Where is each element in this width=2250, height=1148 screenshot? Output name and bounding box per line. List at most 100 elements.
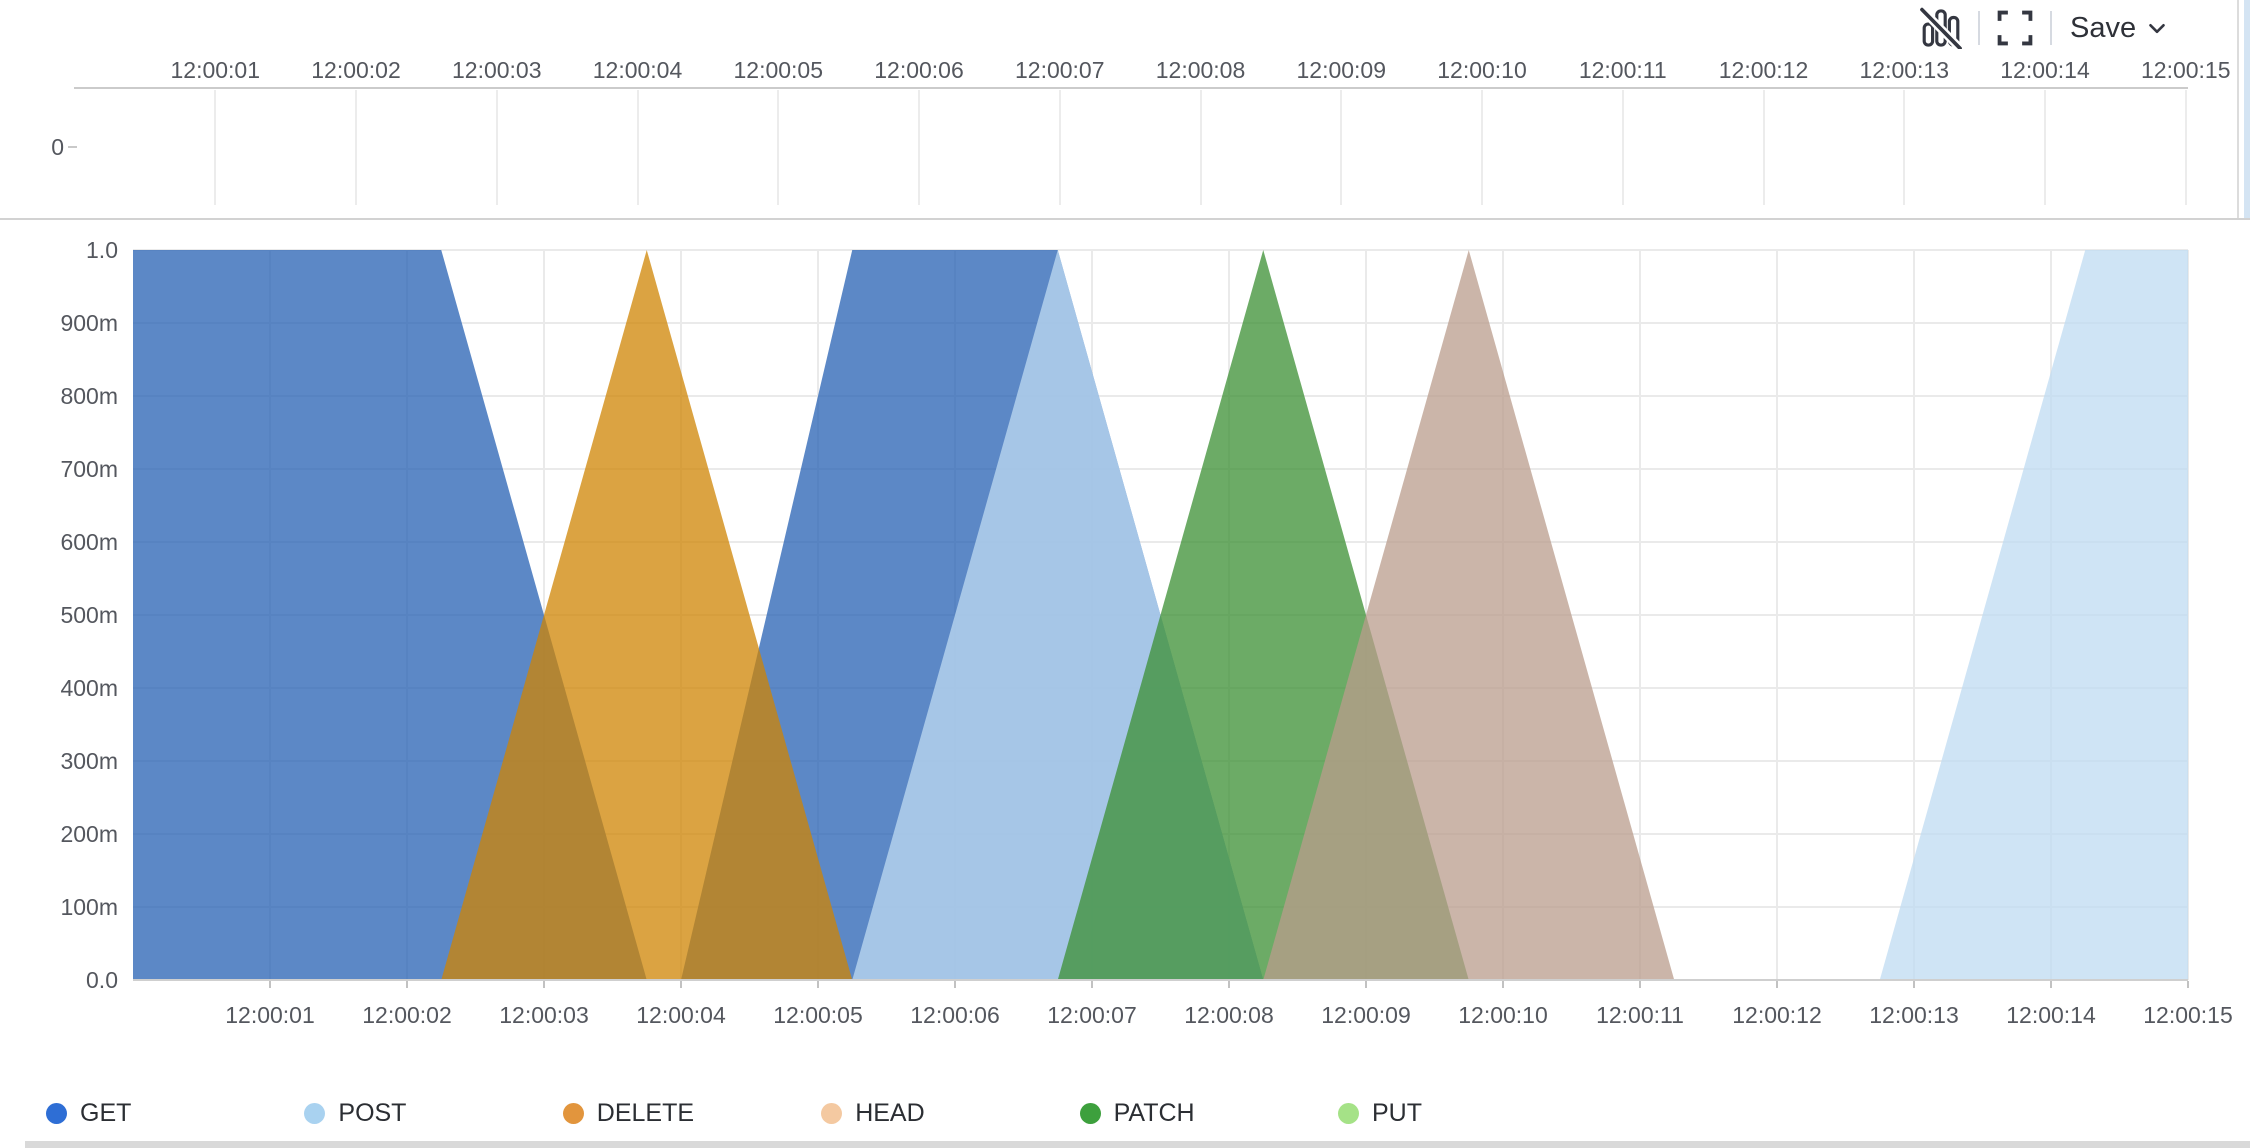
- mini-x-tick-label: 12:00:11: [1578, 57, 1667, 83]
- legend-swatch-icon: [46, 1102, 67, 1124]
- h-gridline: [133, 395, 2188, 397]
- mini-x-tick-label: 12:00:15: [2140, 57, 2231, 83]
- y-tick-label: 100m: [60, 894, 118, 920]
- x-tick-label: 12:00:12: [1732, 1002, 1822, 1028]
- v-gridline: [1913, 250, 1915, 980]
- mini-gridline: [2184, 90, 2187, 205]
- mini-x-tick-label: 12:00:03: [451, 57, 542, 83]
- h-gridline: [133, 541, 2188, 543]
- area-series-POST: [1879, 250, 2188, 980]
- mini-chart-panel: 12:00:01 12:00:02 12:00:03 12:00:04 12:00:05…: [0, 0, 2250, 219]
- v-gridline: [1776, 250, 1778, 980]
- x-tick-label: 12:00:09: [1321, 1002, 1411, 1028]
- chevron-down-icon: [2144, 15, 2170, 41]
- fullscreen-button[interactable]: [1994, 7, 2036, 49]
- panel-border: [2237, 0, 2239, 219]
- h-gridline: [133, 249, 2188, 251]
- x-tick-label: 12:00:08: [1184, 1002, 1274, 1028]
- horizontal-scrollbar[interactable]: [25, 1141, 2250, 1148]
- mini-gridline: [918, 90, 920, 205]
- y-tick-label: 900m: [60, 310, 118, 336]
- legend-item-label: PUT: [1372, 1098, 1422, 1127]
- x-tick-mark: [2050, 981, 2052, 988]
- x-tick-mark: [543, 981, 545, 988]
- mini-x-tick-label: 12:00:05: [733, 57, 824, 83]
- legend-item-HEAD[interactable]: HEAD: [821, 1098, 925, 1128]
- x-tick-mark: [1776, 981, 1778, 988]
- legend-swatch-icon: [1338, 1102, 1359, 1124]
- toolbar-separator: [1978, 11, 1980, 45]
- legend-item-POST[interactable]: POST: [304, 1098, 406, 1128]
- y-tick-label: 800m: [60, 383, 118, 409]
- x-tick-label: 12:00:03: [499, 1002, 589, 1028]
- mini-gridline: [2044, 90, 2046, 205]
- x-tick-label: 12:00:10: [1458, 1002, 1548, 1028]
- legend-item-GET[interactable]: GET: [46, 1098, 131, 1128]
- mini-gridline: [1058, 90, 1061, 205]
- legend-item-label: HEAD: [855, 1098, 925, 1127]
- legend-item-PATCH[interactable]: PATCH: [1079, 1098, 1195, 1128]
- x-tick-mark: [1228, 981, 1230, 988]
- x-tick-label: 12:00:04: [636, 1002, 726, 1028]
- x-tick-label: 12:00:05: [773, 1002, 863, 1028]
- x-tick-mark: [2187, 981, 2189, 988]
- mini-gridline: [777, 90, 780, 205]
- x-tick-mark: [817, 981, 819, 988]
- mini-gridline: [1340, 90, 1343, 205]
- save-button[interactable]: Save: [2066, 10, 2174, 47]
- toolbar: Save: [1918, 6, 2174, 50]
- mini-x-tick-label: 12:00:08: [1155, 57, 1246, 83]
- x-tick-label: 12:00:07: [1047, 1002, 1137, 1028]
- legend-swatch-icon: [304, 1102, 326, 1124]
- mini-y-tick-label: 0: [51, 134, 64, 160]
- mini-x-tick-label: 12:00:12: [1718, 57, 1809, 83]
- legend-item-label: DELETE: [596, 1098, 695, 1127]
- panel-divider: [0, 218, 2250, 220]
- mini-x-tick-label: 12:00:14: [2000, 57, 2090, 83]
- x-tick-label: 12:00:06: [910, 1002, 1000, 1028]
- mini-x-tick-label: 12:00:02: [311, 57, 401, 83]
- y-tick-label: 200m: [60, 821, 118, 847]
- mini-x-tick-label: 12:00:04: [592, 57, 683, 83]
- x-tick-mark: [1365, 981, 1367, 988]
- mini-y-tick-mark: [68, 146, 77, 148]
- legend-item-PUT[interactable]: PUT: [1338, 1098, 1422, 1128]
- legend-item-label: POST: [338, 1098, 407, 1127]
- y-tick-label: 300m: [60, 748, 118, 774]
- x-axis-line: [133, 979, 2188, 981]
- area-series-HEAD: [1263, 250, 1675, 980]
- x-tick-mark: [1913, 981, 1915, 988]
- mini-gridline: [1762, 90, 1765, 205]
- mini-gridline: [214, 90, 217, 205]
- y-tick-label: 700m: [60, 456, 118, 482]
- x-tick-label: 12:00:11: [1596, 1002, 1684, 1028]
- mini-x-tick-label: 12:00:07: [1014, 57, 1105, 83]
- y-tick-label: 600m: [60, 529, 118, 555]
- x-tick-mark: [680, 981, 682, 988]
- legend-swatch-icon: [562, 1102, 584, 1124]
- x-tick-label: 12:00:14: [2006, 1002, 2096, 1028]
- mini-x-tick-label: 12:00:09: [1296, 57, 1387, 83]
- y-tick-label: 400m: [60, 675, 118, 701]
- y-tick-label: 0.0: [86, 967, 118, 993]
- v-gridline: [1639, 250, 1641, 980]
- legend-swatch-icon: [1079, 1102, 1101, 1124]
- x-tick-mark: [1502, 981, 1504, 988]
- toolbar-separator: [2050, 11, 2052, 45]
- h-gridline: [133, 468, 2188, 470]
- x-tick-label: 12:00:02: [362, 1002, 452, 1028]
- hide-chart-button[interactable]: [1918, 5, 1964, 51]
- mini-x-tick-label: 12:00:10: [1437, 57, 1527, 83]
- bar-chart-slash-icon: [1920, 7, 1962, 49]
- x-tick-mark: [1639, 981, 1641, 988]
- plot-area[interactable]: [133, 250, 2188, 980]
- area-series-DELETE: [441, 250, 853, 980]
- h-gridline: [133, 322, 2188, 324]
- mini-x-axis-line: [74, 87, 2188, 89]
- x-tick-mark: [1091, 981, 1093, 988]
- legend-item-label: PATCH: [1113, 1098, 1195, 1127]
- mini-gridline: [1903, 90, 1906, 205]
- x-tick-mark: [269, 981, 271, 988]
- legend-item-label: GET: [80, 1098, 132, 1127]
- legend-item-DELETE[interactable]: DELETE: [562, 1098, 695, 1128]
